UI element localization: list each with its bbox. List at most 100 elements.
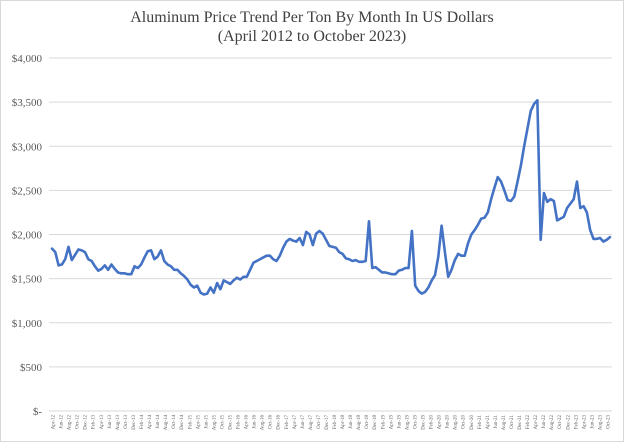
data-point: [457, 253, 459, 255]
data-point: [351, 260, 354, 262]
data-point: [411, 230, 413, 232]
data-point: [196, 285, 198, 287]
x-tick-label: Aug-21: [502, 415, 507, 431]
data-point: [530, 110, 532, 112]
data-point: [176, 269, 179, 271]
data-point: [259, 258, 261, 260]
data-point: [414, 285, 416, 287]
data-point: [563, 216, 565, 218]
data-point: [289, 238, 291, 240]
data-point: [183, 275, 185, 277]
x-tick-label: Apr-17: [293, 415, 298, 430]
data-point: [206, 293, 208, 295]
data-point: [368, 220, 370, 222]
x-tick-label: Jun-13: [108, 415, 113, 429]
data-point: [318, 230, 321, 232]
x-tick-label: Dec-15: [228, 415, 233, 430]
data-point: [137, 267, 139, 269]
data-point: [526, 128, 529, 130]
data-point: [269, 255, 271, 257]
x-tick-label: Jun-19: [397, 415, 402, 429]
data-point: [302, 244, 304, 246]
x-tick-label: Jun-21: [494, 415, 499, 429]
gridlines: [49, 57, 612, 412]
data-point: [226, 281, 228, 283]
data-point: [117, 271, 119, 274]
data-point: [107, 269, 109, 271]
data-point: [470, 233, 472, 236]
data-point: [58, 264, 60, 266]
data-point: [355, 259, 357, 261]
data-point: [474, 229, 476, 231]
data-point: [163, 260, 165, 262]
x-tick-label: Dec-21: [518, 415, 523, 430]
x-tick-label: Jun-23: [590, 415, 595, 429]
x-axis-ticks: Apr-12 Jun-12 Aug-12 Oct-12 Dec-12 Feb-13 Apr-…: [52, 415, 612, 431]
data-point: [424, 291, 426, 293]
data-point: [94, 265, 96, 267]
y-tick-label: $500: [20, 362, 43, 374]
data-point: [166, 263, 169, 266]
data-point: [513, 195, 515, 198]
data-point: [266, 255, 268, 257]
data-point: [358, 261, 360, 263]
data-point: [180, 272, 182, 274]
data-point: [559, 218, 562, 220]
x-tick-label: Dec-17: [325, 415, 330, 430]
x-tick-label: Aug-23: [598, 415, 603, 431]
data-point: [365, 260, 367, 262]
chart-subtitle-line: (April 2012 to October 2023): [217, 28, 407, 45]
data-point: [398, 270, 400, 272]
data-point: [186, 278, 188, 281]
y-tick-label: $1,500: [12, 274, 43, 286]
data-point: [493, 187, 496, 189]
x-tick-label: Apr-22: [534, 415, 539, 430]
data-point: [450, 269, 453, 271]
x-tick-label: Oct-20: [462, 415, 467, 429]
data-point: [431, 279, 433, 281]
data-point: [421, 293, 423, 295]
data-point: [592, 238, 595, 240]
data-point: [338, 251, 340, 253]
x-tick-label: Oct-19: [413, 415, 418, 429]
data-point: [487, 211, 489, 214]
data-point: [394, 273, 396, 275]
data-point: [223, 279, 225, 281]
data-point: [157, 255, 159, 258]
data-point: [305, 231, 307, 233]
chart-title: Aluminum Price Trend Per Ton By Month In…: [0, 8, 624, 46]
x-tick-label: Dec-22: [566, 415, 571, 430]
data-point: [444, 251, 446, 253]
y-tick-label: $4,000: [12, 53, 43, 65]
data-point: [348, 258, 350, 260]
x-tick-label: Aug-19: [405, 415, 410, 431]
data-point: [480, 218, 482, 220]
data-point: [219, 288, 221, 290]
y-tick-label: $2,000: [12, 230, 43, 242]
x-tick-label: Jun-18: [349, 415, 354, 429]
data-point: [533, 103, 535, 105]
data-point: [497, 176, 499, 178]
data-point: [582, 205, 585, 207]
data-point: [312, 244, 314, 246]
data-point: [328, 245, 330, 247]
data-point: [579, 207, 581, 209]
x-tick-label: Feb-14: [140, 415, 145, 430]
x-tick-label: Apr-16: [245, 415, 250, 430]
data-point: [229, 283, 231, 285]
x-tick-label: Feb-18: [333, 415, 338, 430]
data-point: [81, 249, 83, 251]
data-point: [341, 253, 344, 255]
data-point: [190, 284, 192, 286]
data-point: [602, 240, 605, 243]
x-tick-label: Feb-21: [478, 415, 483, 430]
x-tick-label: Dec-19: [421, 415, 426, 430]
data-point: [67, 246, 70, 248]
data-point: [569, 203, 571, 205]
data-point: [193, 286, 195, 289]
data-point: [606, 239, 608, 241]
data-point: [477, 224, 479, 226]
data-point: [427, 286, 429, 289]
y-tick-label: $2,500: [12, 185, 43, 197]
